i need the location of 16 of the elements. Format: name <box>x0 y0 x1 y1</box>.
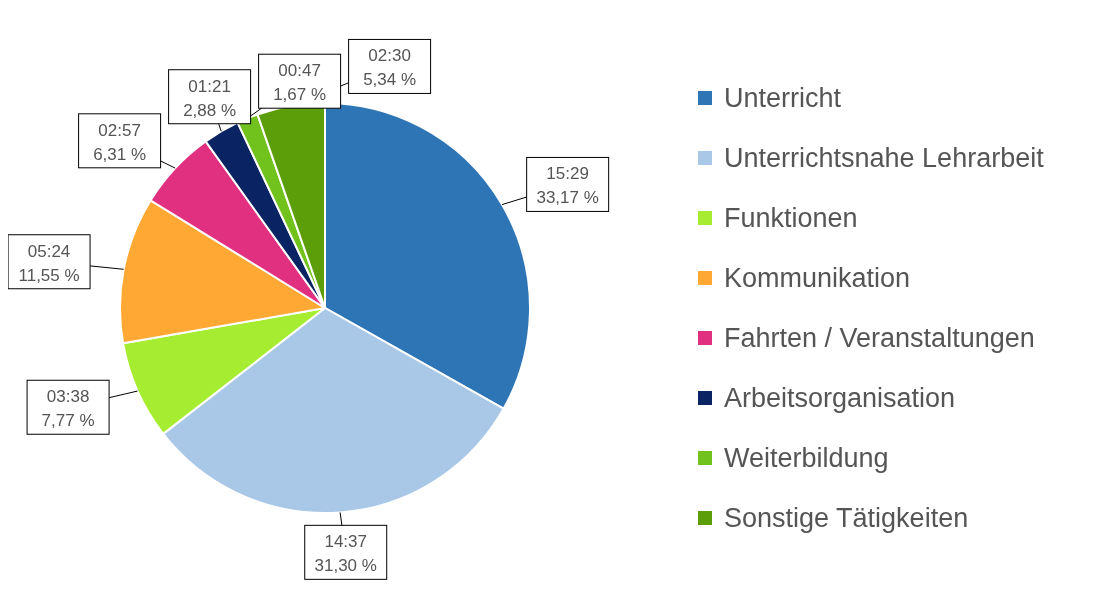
legend-label: Unterricht <box>724 82 842 114</box>
legend-label: Kommunikation <box>724 262 911 294</box>
data-label: 02:57 6,31 % <box>93 120 147 164</box>
legend-label: Funktionen <box>724 202 858 234</box>
data-label: 05:24 11,55 % <box>18 241 80 285</box>
data-label: 14:37 31,30 % <box>314 532 377 576</box>
legend-label: Arbeitsorganisation <box>724 382 956 414</box>
data-label: 01:21 2,88 % <box>183 76 237 120</box>
data-label: 03:38 7,77 % <box>41 387 95 431</box>
legend-label: Sonstige Tätigkeiten <box>724 502 969 534</box>
data-label: 15:29 33,17 % <box>536 164 599 208</box>
data-label: 02:30 5,34 % <box>363 46 417 90</box>
legend-label: Fahrten / Veranstaltungen <box>724 322 1035 354</box>
legend-label: Unterrichtsnahe Lehrarbeit <box>724 142 1044 174</box>
legend-label: Weiterbildung <box>724 442 889 474</box>
data-label: 00:47 1,67 % <box>273 61 327 105</box>
